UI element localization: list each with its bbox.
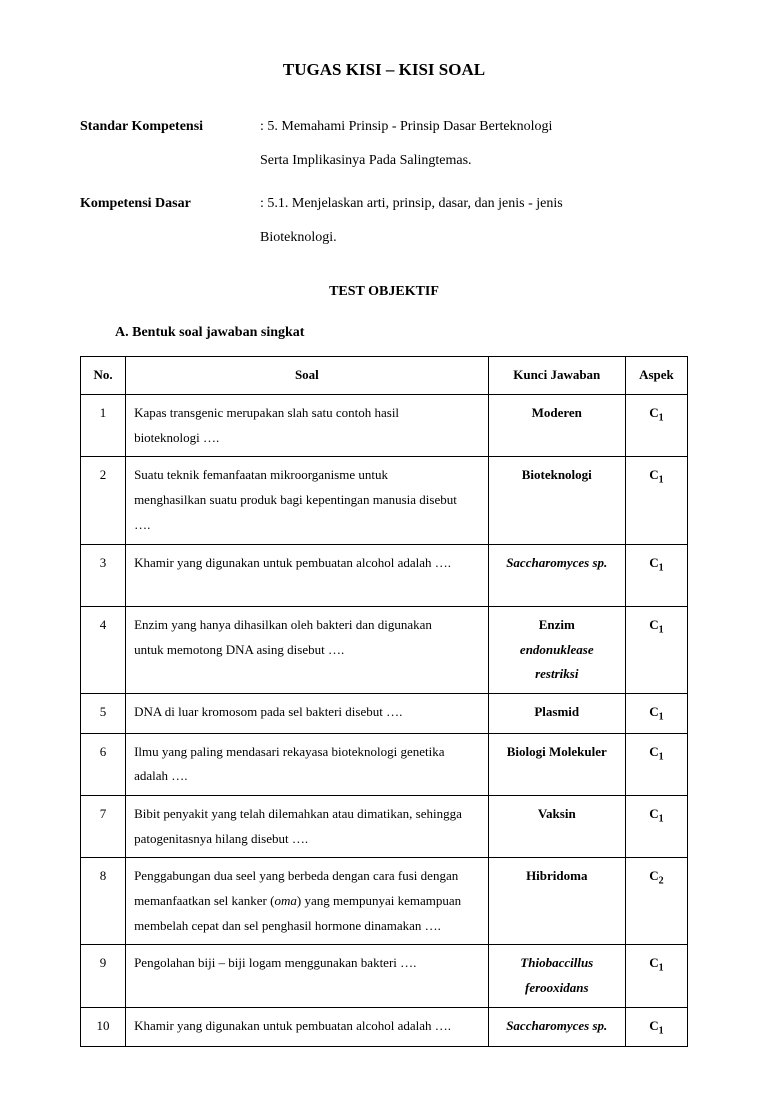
- cell-no: 8: [81, 858, 126, 945]
- cell-soal: Ilmu yang paling mendasari rekayasa biot…: [126, 733, 489, 795]
- meta-sk-row: Standar Kompetensi : 5. Memahami Prinsip…: [80, 110, 688, 144]
- cell-no: 9: [81, 945, 126, 1007]
- col-soal: Soal: [126, 357, 489, 395]
- table-row: 10Khamir yang digunakan untuk pembuatan …: [81, 1007, 688, 1047]
- cell-soal: Khamir yang digunakan untuk pembuatan al…: [126, 1007, 489, 1047]
- cell-soal: Penggabungan dua seel yang berbeda denga…: [126, 858, 489, 945]
- cell-kunci: Moderen: [488, 395, 625, 457]
- cell-kunci: Plasmid: [488, 693, 625, 733]
- section-a: A. Bentuk soal jawaban singkat: [115, 325, 688, 341]
- kd-value2: Bioteknologi.: [80, 221, 688, 255]
- cell-kunci: Hibridoma: [488, 858, 625, 945]
- cell-aspek: C1: [625, 457, 687, 544]
- table-row: 8Penggabungan dua seel yang berbeda deng…: [81, 858, 688, 945]
- cell-kunci: Bioteknologi: [488, 457, 625, 544]
- sk-value1: : 5. Memahami Prinsip - Prinsip Dasar Be…: [260, 110, 688, 144]
- cell-soal: DNA di luar kromosom pada sel bakteri di…: [126, 693, 489, 733]
- cell-no: 10: [81, 1007, 126, 1047]
- table-row: 4Enzim yang hanya dihasilkan oleh bakter…: [81, 606, 688, 693]
- cell-soal: Khamir yang digunakan untuk pembuatan al…: [126, 544, 489, 606]
- kd-label: Kompetensi Dasar: [80, 187, 260, 221]
- sk-label: Standar Kompetensi: [80, 110, 260, 144]
- cell-aspek: C1: [625, 733, 687, 795]
- table-row: 2Suatu teknik femanfaatan mikroorganisme…: [81, 457, 688, 544]
- cell-aspek: C1: [625, 606, 687, 693]
- cell-aspek: C2: [625, 858, 687, 945]
- col-aspek: Aspek: [625, 357, 687, 395]
- cell-aspek: C1: [625, 544, 687, 606]
- cell-kunci: Vaksin: [488, 795, 625, 857]
- cell-no: 5: [81, 693, 126, 733]
- cell-no: 4: [81, 606, 126, 693]
- cell-kunci: Biologi Molekuler: [488, 733, 625, 795]
- cell-aspek: C1: [625, 395, 687, 457]
- cell-no: 6: [81, 733, 126, 795]
- table-row: 5DNA di luar kromosom pada sel bakteri d…: [81, 693, 688, 733]
- cell-no: 1: [81, 395, 126, 457]
- table-header-row: No. Soal Kunci Jawaban Aspek: [81, 357, 688, 395]
- sub-heading: TEST OBJEKTIF: [80, 284, 688, 300]
- table-row: 1Kapas transgenic merupakan slah satu co…: [81, 395, 688, 457]
- cell-aspek: C1: [625, 693, 687, 733]
- cell-aspek: C1: [625, 1007, 687, 1047]
- col-no: No.: [81, 357, 126, 395]
- question-table: No. Soal Kunci Jawaban Aspek 1Kapas tran…: [80, 356, 688, 1047]
- kd-value1: : 5.1. Menjelaskan arti, prinsip, dasar,…: [260, 187, 688, 221]
- col-kunci: Kunci Jawaban: [488, 357, 625, 395]
- cell-soal: Bibit penyakit yang telah dilemahkan ata…: [126, 795, 489, 857]
- cell-soal: Suatu teknik femanfaatan mikroorganisme …: [126, 457, 489, 544]
- cell-no: 2: [81, 457, 126, 544]
- cell-kunci: Saccharomyces sp.: [488, 1007, 625, 1047]
- cell-aspek: C1: [625, 795, 687, 857]
- page-title: TUGAS KISI – KISI SOAL: [80, 60, 688, 80]
- meta-block: Standar Kompetensi : 5. Memahami Prinsip…: [80, 110, 688, 254]
- table-row: 6Ilmu yang paling mendasari rekayasa bio…: [81, 733, 688, 795]
- cell-kunci: Thiobaccillusferooxidans: [488, 945, 625, 1007]
- cell-kunci: Enzimendonukleaserestriksi: [488, 606, 625, 693]
- table-row: 7Bibit penyakit yang telah dilemahkan at…: [81, 795, 688, 857]
- cell-no: 7: [81, 795, 126, 857]
- table-row: 9Pengolahan biji – biji logam menggunaka…: [81, 945, 688, 1007]
- cell-soal: Kapas transgenic merupakan slah satu con…: [126, 395, 489, 457]
- cell-soal: Enzim yang hanya dihasilkan oleh bakteri…: [126, 606, 489, 693]
- sk-value2: Serta Implikasinya Pada Salingtemas.: [80, 144, 688, 178]
- cell-aspek: C1: [625, 945, 687, 1007]
- cell-no: 3: [81, 544, 126, 606]
- cell-kunci: Saccharomyces sp.: [488, 544, 625, 606]
- meta-kd-row: Kompetensi Dasar : 5.1. Menjelaskan arti…: [80, 187, 688, 221]
- cell-soal: Pengolahan biji – biji logam menggunakan…: [126, 945, 489, 1007]
- table-row: 3Khamir yang digunakan untuk pembuatan a…: [81, 544, 688, 606]
